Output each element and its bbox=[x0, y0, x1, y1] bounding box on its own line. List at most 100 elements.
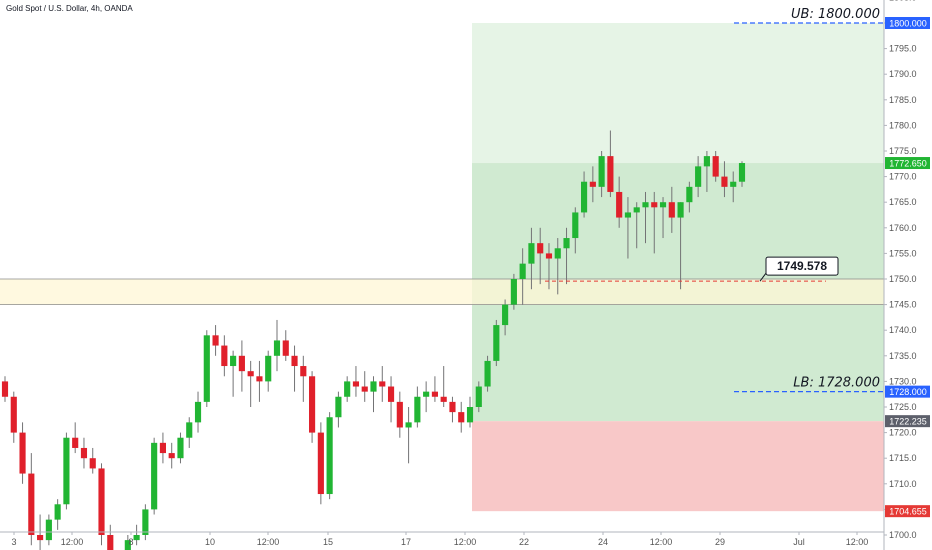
candle bbox=[282, 330, 289, 361]
badge-text: 1728.000 bbox=[889, 387, 927, 397]
candle-body bbox=[98, 468, 105, 535]
candle-body bbox=[194, 401, 202, 423]
candle-body bbox=[545, 253, 553, 259]
candle-body bbox=[1, 381, 9, 397]
badge-bg bbox=[885, 505, 930, 518]
candle-body bbox=[361, 386, 368, 392]
x-tick-label: 24 bbox=[598, 537, 608, 547]
candle-body bbox=[572, 212, 579, 239]
candle bbox=[186, 417, 193, 448]
candle bbox=[659, 197, 667, 239]
candle bbox=[387, 376, 395, 423]
candle-body bbox=[554, 248, 561, 259]
candle bbox=[1, 376, 9, 402]
candle bbox=[168, 442, 175, 469]
candle-body bbox=[273, 340, 281, 356]
candle bbox=[291, 345, 298, 392]
candle bbox=[633, 202, 640, 249]
candle bbox=[519, 248, 526, 305]
candle-body bbox=[475, 386, 482, 407]
badge-bg bbox=[885, 17, 930, 29]
candle-body bbox=[10, 396, 17, 433]
candle bbox=[502, 299, 509, 336]
candle bbox=[45, 514, 52, 546]
candle bbox=[475, 381, 482, 413]
candle bbox=[405, 407, 412, 464]
candle-body bbox=[186, 422, 193, 438]
candle bbox=[361, 371, 368, 402]
x-tick-label: 10 bbox=[205, 537, 215, 547]
x-tick-label: 12:00 bbox=[650, 537, 673, 547]
candle-body bbox=[502, 304, 509, 326]
candle-body bbox=[730, 181, 737, 187]
candle bbox=[607, 130, 614, 198]
candle-body bbox=[80, 447, 88, 459]
candle-body bbox=[282, 340, 289, 356]
candle bbox=[133, 524, 140, 546]
candle-body bbox=[221, 345, 228, 367]
candle-body bbox=[107, 535, 114, 550]
badge-bg bbox=[885, 157, 930, 170]
stop-zone bbox=[472, 421, 884, 512]
candle bbox=[668, 186, 675, 233]
candle-body bbox=[396, 401, 403, 428]
y-tick-label: 1745.0 bbox=[889, 300, 917, 310]
candle bbox=[537, 227, 544, 285]
y-tick-label: 1770.0 bbox=[889, 172, 917, 182]
candle bbox=[712, 151, 719, 182]
x-tick-label: 12:00 bbox=[454, 537, 477, 547]
candle-body bbox=[458, 412, 465, 423]
candle bbox=[151, 437, 158, 515]
candle-body bbox=[695, 166, 702, 187]
candle-body bbox=[151, 442, 158, 510]
candle-body bbox=[589, 181, 596, 187]
y-tick-label: 1730.0 bbox=[889, 376, 917, 386]
candle-body bbox=[607, 156, 614, 192]
badge-bg bbox=[885, 385, 930, 398]
candle bbox=[230, 350, 237, 397]
y-tick-label: 1775.0 bbox=[889, 146, 917, 156]
candle bbox=[10, 391, 17, 443]
callout-label[interactable]: 1749.578 bbox=[765, 256, 839, 276]
y-tick-label: 1735.0 bbox=[889, 351, 917, 361]
y-tick-label: 1790.0 bbox=[889, 69, 917, 79]
y-axis-bg bbox=[884, 0, 932, 550]
candle bbox=[651, 191, 658, 254]
entry-badge: 1722.235 bbox=[885, 415, 930, 428]
upper-target-zone bbox=[472, 23, 884, 164]
candle bbox=[89, 447, 96, 474]
x-tick-label: 8 bbox=[128, 537, 133, 547]
y-tick-label: 1785.0 bbox=[889, 95, 917, 105]
candle-body bbox=[677, 202, 684, 218]
candle bbox=[738, 161, 746, 187]
candle-body bbox=[414, 396, 421, 423]
x-tick-label: Jul bbox=[793, 537, 805, 547]
candle bbox=[221, 335, 228, 377]
candle-body bbox=[633, 207, 640, 213]
ub-badge: 1800.000 bbox=[885, 17, 930, 29]
y-tick-label: 1755.0 bbox=[889, 248, 917, 258]
candle bbox=[396, 391, 403, 438]
candle-body bbox=[616, 191, 623, 218]
candle-body bbox=[528, 243, 535, 264]
candle-body bbox=[203, 335, 210, 402]
candle-body bbox=[142, 509, 149, 535]
candle bbox=[335, 391, 342, 428]
candle bbox=[54, 499, 61, 530]
candle bbox=[300, 355, 307, 402]
candle-body bbox=[493, 325, 500, 361]
candle bbox=[721, 161, 728, 198]
candle-body bbox=[563, 238, 570, 249]
candle-body bbox=[247, 371, 254, 377]
candle-body bbox=[738, 163, 746, 182]
candle bbox=[440, 366, 447, 407]
y-tick-label: 1805.0 bbox=[889, 0, 917, 2]
badge-text: 1704.655 bbox=[889, 507, 927, 517]
candle-body bbox=[712, 156, 719, 177]
x-tick-label: 12:00 bbox=[846, 537, 869, 547]
candle-body bbox=[440, 396, 447, 402]
candle bbox=[703, 151, 710, 192]
candle-body bbox=[256, 376, 263, 382]
y-tick-label: 1795.0 bbox=[889, 44, 917, 54]
